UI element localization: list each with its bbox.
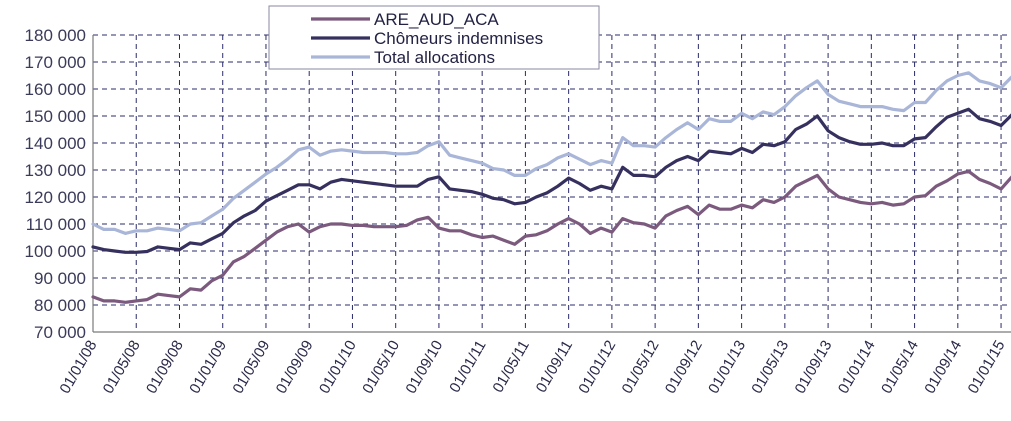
x-tick-label: 01/09/13 xyxy=(792,338,836,397)
x-tick-label: 01/09/08 xyxy=(143,338,187,397)
x-tick-label: 01/05/08 xyxy=(100,338,144,397)
series-line-ch-meurs-indemnises xyxy=(91,107,1011,254)
y-tick-label: 70 000 xyxy=(34,323,86,342)
y-tick-label: 140 000 xyxy=(25,134,86,153)
x-tick-label: 01/01/12 xyxy=(575,338,619,397)
legend-label: Chômeurs indemnises xyxy=(374,29,543,48)
x-tick-label: 01/09/12 xyxy=(662,338,706,397)
x-tick-label: 01/09/09 xyxy=(273,338,317,397)
x-tick-label: 01/05/13 xyxy=(748,338,792,397)
y-tick-label: 90 000 xyxy=(34,269,86,288)
x-tick-label: 01/01/14 xyxy=(835,338,879,397)
x-tick-label: 01/05/14 xyxy=(878,338,922,397)
x-tick-label: 01/05/10 xyxy=(359,338,403,397)
legend-label: Total allocations xyxy=(374,48,495,67)
x-tick-label: 01/05/09 xyxy=(230,338,274,397)
axis-layer xyxy=(92,35,1011,333)
y-tick-label: 110 000 xyxy=(26,215,86,234)
y-tick-label: 130 000 xyxy=(25,161,86,180)
x-tick-label: 01/09/11 xyxy=(533,338,576,396)
series-layer xyxy=(91,71,1011,304)
x-tick-label: 01/05/12 xyxy=(619,338,663,397)
x-tick-label: 01/01/15 xyxy=(965,338,1009,397)
y-tick-label: 120 000 xyxy=(25,188,86,207)
series-line-are-aud-aca xyxy=(91,169,1011,304)
x-tick-label: 01/09/14 xyxy=(921,338,965,397)
y-tick-label: 150 000 xyxy=(25,107,86,126)
grid-layer xyxy=(93,34,1011,332)
x-tick-label: 01/09/10 xyxy=(402,338,446,397)
legend-label: ARE_AUD_ACA xyxy=(374,10,499,29)
y-tick-labels: 70 000 80 000 90 000 100 000 110 000 120 000 1… xyxy=(25,26,86,342)
y-tick-label: 80 000 xyxy=(34,296,86,315)
x-tick-label: 01/01/10 xyxy=(316,338,360,397)
x-tick-label: 01/01/09 xyxy=(186,338,230,397)
x-tick-label: 01/01/08 xyxy=(57,338,101,397)
y-tick-label: 170 000 xyxy=(25,53,86,72)
series-line-total-allocations xyxy=(91,71,1011,235)
x-tick-labels: 01/01/08 01/05/08 01/09/08 01/01/09 01/05/09… xyxy=(57,338,1009,397)
x-tick-label: 01/01/13 xyxy=(705,338,749,397)
y-tick-label: 160 000 xyxy=(25,80,86,99)
x-tick-label: 01/01/11 xyxy=(446,338,489,396)
y-tick-label: 180 000 xyxy=(25,26,86,45)
x-tick-label: 01/05/11 xyxy=(490,338,533,396)
y-tick-label: 100 000 xyxy=(25,242,86,261)
